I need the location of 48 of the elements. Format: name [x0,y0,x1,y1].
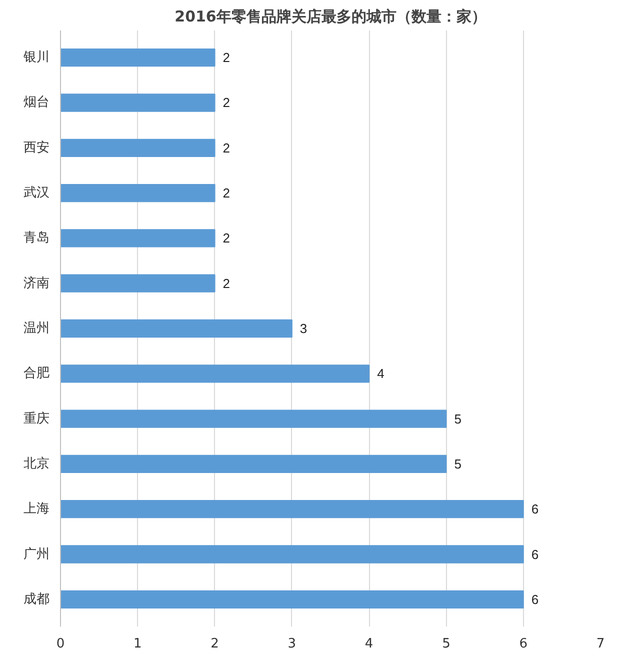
y-tick-label: 济南 [24,276,50,291]
y-tick-label: 烟台 [24,95,50,110]
bar [60,454,447,474]
chart-title: 2016年零售品牌关店最多的城市（数量：家） [174,8,486,26]
x-tick-label: 3 [288,636,296,652]
x-tick-label: 2 [210,636,219,652]
bar [60,319,292,338]
y-tick-label: 合肥 [24,366,50,382]
data-label: 5 [454,411,462,426]
bar [60,94,216,112]
bar [60,138,216,157]
data-label: 2 [222,140,230,156]
data-label: 2 [222,95,230,110]
bar [60,590,524,608]
data-label: 2 [222,186,230,201]
y-tick-label: 银川 [22,50,50,66]
data-label: 3 [300,321,308,336]
bar [60,274,216,292]
x-tick-label: 7 [596,636,605,652]
data-label: 6 [531,502,539,517]
data-label: 4 [377,366,384,382]
bar [60,184,216,202]
x-tick-label: 5 [442,636,450,652]
x-tick-label: 6 [519,636,528,652]
bar [60,364,370,383]
y-tick-label: 武汉 [24,186,50,201]
y-tick-label: 重庆 [24,411,50,426]
data-label: 6 [531,592,539,607]
bar [60,48,216,67]
data-label: 2 [222,50,230,66]
bar [60,500,524,518]
x-tick-label: 0 [56,636,65,652]
data-label: 2 [222,276,230,291]
y-tick-label: 青岛 [24,230,50,246]
y-tick-label: 西安 [24,139,50,156]
bar [60,545,524,564]
y-tick-label: 北京 [24,456,50,472]
y-tick-label: 成都 [24,592,50,607]
x-tick-label: 1 [134,636,142,652]
data-label: 2 [222,230,230,246]
data-label: 5 [454,456,462,472]
data-label: 6 [531,546,539,562]
bar [60,229,216,248]
y-tick-label: 广州 [24,546,50,562]
bar [60,410,447,428]
y-tick-label: 上海 [24,502,50,517]
x-tick-label: 4 [364,636,374,652]
y-tick-label: 温州 [24,321,50,336]
